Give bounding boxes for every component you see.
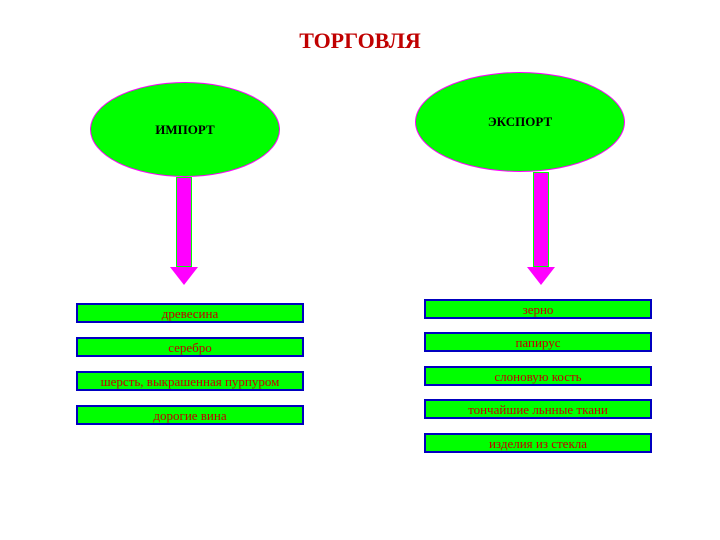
export-item-3: тончайшие льнные ткани [424,399,652,419]
export-item-4: изделия из стекла [424,433,652,453]
import-item-3: дорогие вина [76,405,304,425]
import-item-2: шерсть, выкрашенная пурпуром [76,371,304,391]
export-item-2: слоновую кость [424,366,652,386]
export-item-0: зерно [424,299,652,319]
export-ellipse: ЭКСПОРТ [415,72,625,172]
import-ellipse: ИМПОРТ [90,82,280,177]
export-item-1: папирус [424,332,652,352]
import-item-1: серебро [76,337,304,357]
arrow-shaft [176,177,192,267]
diagram-title: ТОРГОВЛЯ [0,28,720,54]
import-ellipse-label: ИМПОРТ [155,122,214,138]
arrow-shaft [533,172,549,267]
export-ellipse-label: ЭКСПОРТ [488,114,552,130]
arrow-head [527,267,555,285]
arrow-head [170,267,198,285]
import-item-0: древесина [76,303,304,323]
